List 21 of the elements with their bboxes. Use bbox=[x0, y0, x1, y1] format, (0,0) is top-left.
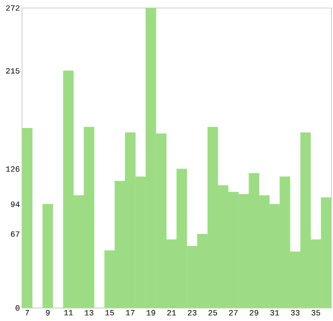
x-tick-label: 15 bbox=[105, 310, 114, 316]
x-tick-label: 25 bbox=[208, 310, 218, 316]
y-tick-label: 272 bbox=[6, 5, 20, 11]
y-tick-label: 0 bbox=[16, 305, 20, 311]
x-tick-label: 27 bbox=[229, 310, 238, 316]
x-tick-label: 11 bbox=[64, 310, 73, 316]
x-tick-label: 23 bbox=[188, 310, 196, 316]
x-tick-label: 13 bbox=[84, 310, 94, 316]
x-tick-label: 19 bbox=[146, 310, 156, 316]
y-tick-label: 126 bbox=[6, 166, 20, 172]
y-tick-label: 94 bbox=[10, 202, 20, 208]
x-tick-label: 9 bbox=[46, 310, 50, 316]
y-tick-label: 67 bbox=[10, 231, 20, 237]
y-tick-label: 215 bbox=[6, 68, 20, 74]
x-tick-label: 29 bbox=[250, 310, 258, 316]
x-tick-label: 21 bbox=[167, 310, 176, 316]
x-tick-label: 31 bbox=[270, 310, 280, 316]
x-tick-label: 17 bbox=[126, 310, 134, 316]
x-tick-label: 7 bbox=[25, 310, 29, 316]
x-tick-label: 33 bbox=[290, 310, 300, 316]
x-tick-label: 35 bbox=[312, 310, 320, 316]
